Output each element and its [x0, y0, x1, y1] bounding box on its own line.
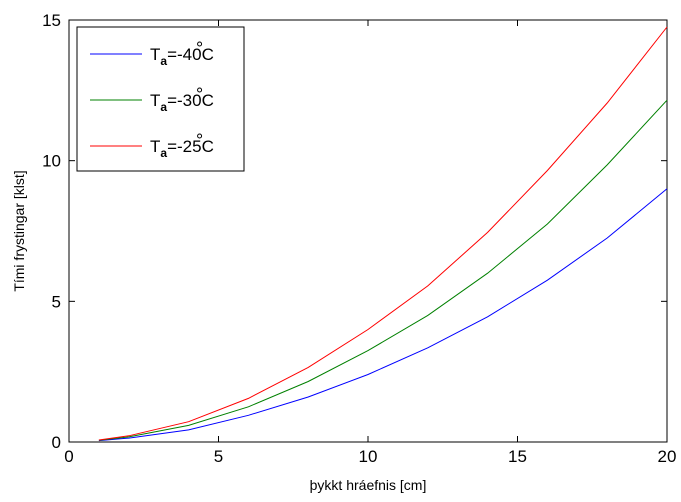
x-tick-label: 0: [64, 447, 73, 466]
legend: Ta=-40C Ta=-30C Ta=-25C: [76, 26, 245, 172]
x-tick-label: 5: [214, 447, 223, 466]
series-lines: [98, 26, 668, 442]
series-line-0: [98, 188, 668, 442]
degree-symbol: [197, 41, 203, 47]
y-axis-label: Tími frystingar [klst]: [11, 170, 27, 291]
series-line-1: [98, 99, 668, 441]
legend-box: [76, 26, 245, 172]
y-tick-label: 5: [52, 292, 61, 311]
axis-ticks: 0 5 10 15 20 0 5 10 15: [42, 11, 676, 466]
degree-symbol: [197, 133, 203, 139]
y-tick-label: 15: [42, 11, 61, 30]
legend-entry-label: Ta=-25C: [150, 137, 214, 160]
legend-entry-label: Ta=-40C: [150, 45, 214, 68]
x-tick-label: 15: [508, 447, 527, 466]
y-tick-label: 0: [52, 433, 61, 452]
x-axis-label: þykkt hráefnis [cm]: [310, 477, 427, 493]
y-tick-label: 10: [42, 152, 61, 171]
degree-symbol: [197, 87, 203, 93]
series-line-2: [98, 26, 668, 441]
x-tick-label: 20: [658, 447, 677, 466]
legend-entry-label: Ta=-30C: [150, 91, 214, 114]
x-tick-label: 10: [359, 447, 378, 466]
